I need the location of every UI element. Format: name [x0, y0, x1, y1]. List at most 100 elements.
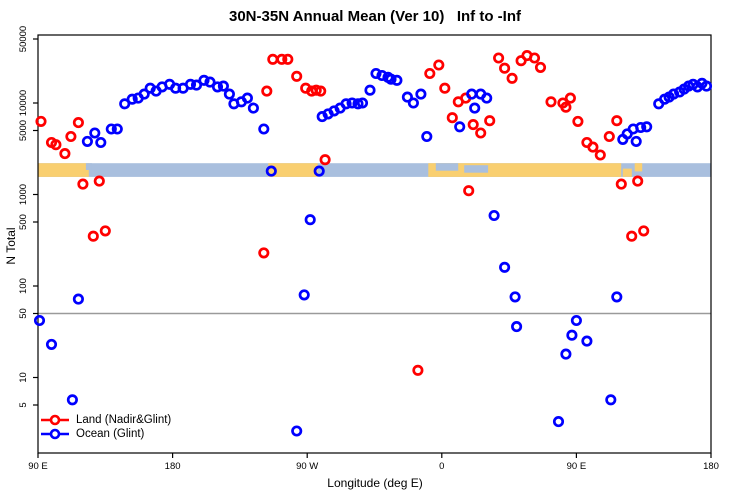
- ocean-point: [509, 291, 521, 303]
- ocean-point: [247, 102, 259, 114]
- x-axis-label: Longitude (deg E): [327, 476, 423, 490]
- land-point: [626, 230, 638, 242]
- ocean-point: [184, 78, 197, 90]
- land-point: [587, 141, 599, 153]
- land-point: [463, 185, 475, 197]
- ocean-point: [346, 97, 358, 109]
- ocean-point: [415, 88, 427, 100]
- ocean-point: [340, 98, 352, 110]
- ocean-point: [81, 135, 93, 147]
- ocean-point: [298, 289, 310, 301]
- land-point: [534, 61, 547, 73]
- land-point: [35, 115, 47, 127]
- x-tick-label: 90 W: [296, 461, 318, 472]
- land-point: [267, 53, 279, 65]
- land-point: [493, 52, 505, 64]
- y-axis-label: N Total: [4, 227, 18, 265]
- ocean-point: [488, 209, 500, 222]
- ocean-point: [204, 76, 216, 88]
- ocean-point: [391, 74, 403, 86]
- ocean-point: [45, 338, 58, 350]
- legend-item-ocean: Ocean (Glint): [40, 427, 171, 441]
- land-point: [594, 149, 606, 161]
- land-point: [282, 53, 294, 65]
- y-tick-label: 10: [18, 372, 29, 383]
- land-point: [475, 127, 487, 139]
- map-strip-land-patch: [622, 168, 632, 177]
- ocean-point: [190, 79, 203, 91]
- ocean-point: [511, 321, 523, 333]
- land-point: [638, 225, 650, 237]
- land-point: [433, 59, 445, 71]
- legend: Land (Nadir&Glint) Ocean (Glint): [40, 413, 171, 441]
- land-point: [572, 115, 584, 127]
- ocean-point: [605, 394, 617, 406]
- land-point: [439, 82, 451, 94]
- land-point: [59, 148, 71, 160]
- y-tick-label: 50000: [18, 26, 29, 52]
- ocean-point: [385, 73, 397, 85]
- ocean-point: [352, 98, 364, 110]
- ocean-point: [304, 214, 316, 226]
- land-point: [424, 67, 436, 80]
- ocean-point: [89, 127, 101, 139]
- legend-label-land: Land (Nadir&Glint): [76, 414, 172, 426]
- chart-title: 30N-35N Annual Mean (Ver 10) Inf to -Inf: [229, 8, 521, 25]
- land-point: [65, 130, 77, 143]
- map-strip-ocean-patch: [85, 163, 92, 170]
- x-tick-label: 0: [439, 461, 444, 472]
- ocean-point: [469, 102, 481, 114]
- y-tick-label: 10000: [18, 90, 29, 116]
- land-point: [261, 85, 273, 97]
- y-tick-label: 5: [18, 402, 29, 407]
- ocean-point: [581, 335, 593, 347]
- land-legend-marker: [41, 414, 69, 426]
- ocean-point: [223, 88, 235, 100]
- ocean-point: [668, 88, 680, 100]
- land-point: [499, 62, 511, 74]
- map-strip-land: [268, 163, 318, 177]
- ocean-point: [126, 93, 138, 105]
- legend-label-ocean: Ocean (Glint): [76, 428, 145, 440]
- plot-frame: [37, 34, 712, 454]
- land-point: [564, 92, 576, 104]
- ocean-point: [33, 314, 46, 327]
- y-tick-label: 500: [18, 214, 29, 230]
- ocean-point: [217, 80, 229, 92]
- map-strip-land: [38, 163, 89, 177]
- land-point: [315, 85, 327, 97]
- ocean-point: [370, 67, 382, 80]
- ocean-point: [198, 74, 210, 86]
- land-point: [310, 84, 322, 96]
- land-point: [72, 117, 84, 129]
- y-tick-label: 50: [18, 308, 29, 319]
- ocean-point: [313, 165, 325, 177]
- ocean-point: [265, 165, 277, 177]
- ocean-legend-marker: [41, 428, 69, 440]
- ocean-point: [499, 261, 511, 273]
- ocean-point: [466, 88, 478, 100]
- land-point: [611, 115, 623, 127]
- ocean-point: [552, 416, 565, 428]
- ocean-point: [630, 135, 642, 147]
- map-strip-land-patch: [634, 163, 643, 172]
- y-tick-label: 1000: [18, 184, 29, 205]
- ocean-point: [454, 121, 466, 133]
- land-point: [632, 175, 644, 187]
- ocean-point: [138, 88, 150, 100]
- ocean-point: [356, 97, 369, 109]
- ocean-point: [641, 121, 653, 133]
- land-point: [412, 364, 424, 376]
- ocean-point: [611, 291, 623, 303]
- land-point: [291, 70, 303, 82]
- ocean-point: [105, 123, 117, 135]
- land-point: [77, 178, 89, 190]
- ocean-point: [560, 348, 572, 360]
- land-point: [276, 53, 288, 65]
- ocean-point: [700, 80, 713, 92]
- land-point: [615, 178, 627, 190]
- ocean-point: [66, 394, 78, 406]
- ocean-point: [481, 92, 493, 104]
- ocean-point: [364, 84, 376, 96]
